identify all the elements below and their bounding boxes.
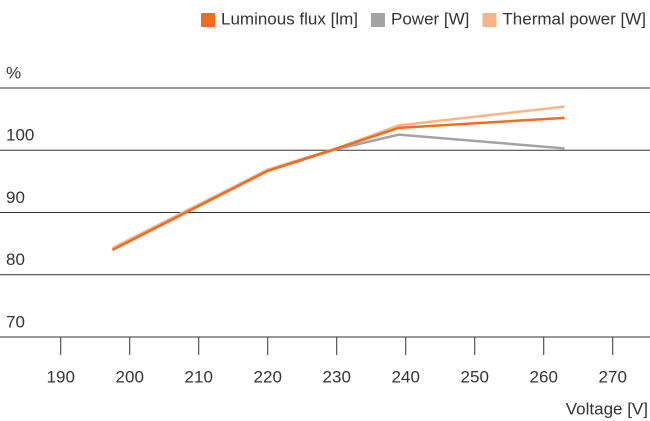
legend-swatch: [371, 13, 385, 27]
x-tick-label: 230: [323, 367, 351, 386]
x-tick-label: 270: [599, 367, 627, 386]
x-tick-label: 240: [392, 367, 420, 386]
legend-label: Thermal power [W]: [502, 9, 646, 28]
x-tick-label: 260: [530, 367, 558, 386]
x-tick-label: 200: [116, 367, 144, 386]
x-tick-label: 210: [185, 367, 213, 386]
legend-label: Luminous flux [lm]: [221, 9, 358, 28]
series-line: [111, 105, 565, 250]
legend-label: Power [W]: [391, 9, 469, 28]
legend-swatch: [201, 13, 215, 27]
x-tick-label: 250: [461, 367, 489, 386]
y-tick-label: %: [6, 63, 21, 82]
y-tick-label: 100: [6, 126, 34, 145]
y-tick-label: 80: [6, 250, 25, 269]
legend-swatch: [482, 13, 497, 27]
series-line: [111, 133, 565, 251]
y-tick-label: 90: [6, 188, 25, 207]
x-axis-label: Voltage [V]: [566, 399, 648, 418]
y-tick-label: 70: [6, 312, 25, 331]
series-line: [111, 116, 565, 251]
x-tick-label: 220: [254, 367, 282, 386]
x-tick-label: 190: [47, 367, 75, 386]
